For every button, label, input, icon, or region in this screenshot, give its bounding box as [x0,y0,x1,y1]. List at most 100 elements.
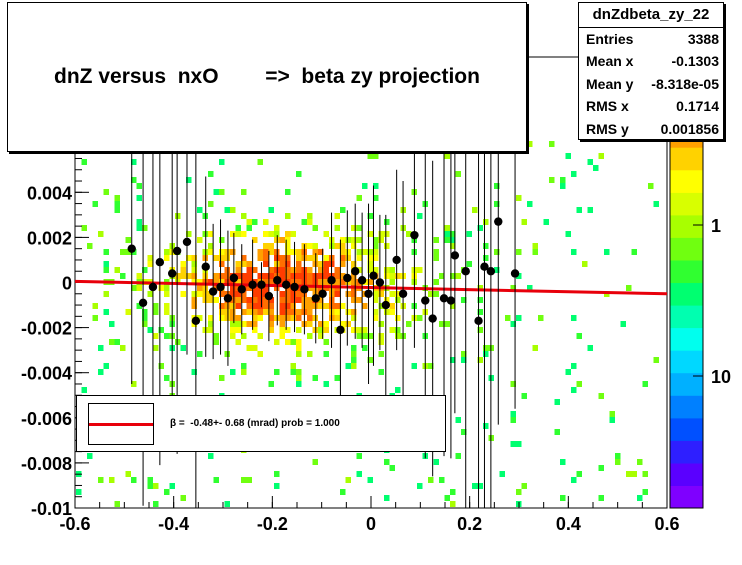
profile-point [191,316,201,326]
histogram-cell [125,309,131,315]
histogram-cell [246,225,252,231]
histogram-cell [384,267,390,273]
profile-point [343,273,352,283]
histogram-cell [351,351,357,357]
histogram-cell [224,207,230,213]
histogram-cell [323,279,329,285]
histogram-cell [439,321,445,327]
histogram-cell [356,471,362,477]
histogram-cell [307,315,313,321]
histogram-cell [279,303,285,309]
histogram-cell [136,219,142,225]
histogram-cell [219,375,225,381]
histogram-cell [593,165,599,171]
histogram-cell [279,327,285,333]
histogram-cell [461,297,467,303]
histogram-cell [164,489,170,495]
histogram-cell [307,351,313,357]
histogram-cell [389,327,395,333]
palette-swatch [670,282,703,306]
histogram-cell [257,249,263,255]
histogram-cell [516,273,522,279]
histogram-cell [235,315,241,321]
histogram-cell [230,333,236,339]
histogram-cell [274,255,280,261]
histogram-cell [439,273,445,279]
histogram-cell [301,219,307,225]
histogram-cell [296,279,302,285]
histogram-cell [103,249,109,255]
stats-key: RMS y [586,120,629,137]
histogram-cell [521,219,527,225]
histogram-cell [444,153,450,159]
histogram-cell [279,291,285,297]
histogram-cell [235,261,241,267]
histogram-cell [565,231,571,237]
histogram-cell [241,273,247,279]
histogram-cell [219,309,225,315]
histogram-cell [582,261,588,267]
profile-point [300,285,309,294]
histogram-cell [241,309,247,315]
histogram-cell [285,297,291,303]
palette-label: 1 [711,216,721,236]
histogram-cell [494,201,500,207]
histogram-cell [356,267,362,273]
histogram-cell [296,351,302,357]
profile-point [281,280,291,289]
histogram-cell [142,225,148,231]
histogram-cell [323,255,329,261]
histogram-cell [576,207,582,213]
histogram-cell [230,315,236,321]
histogram-cell [191,273,197,279]
histogram-cell [263,255,269,261]
histogram-cell [87,243,93,249]
histogram-cell [191,261,197,267]
histogram-cell [549,141,555,147]
histogram-cell [103,363,109,369]
histogram-cell [323,339,329,345]
profile-point [421,296,430,305]
histogram-cell [114,195,120,201]
histogram-cell [153,303,159,309]
profile-point [257,280,266,289]
histogram-cell [406,321,412,327]
histogram-cell [224,255,230,261]
histogram-cell [444,231,450,237]
histogram-cell [230,207,236,213]
histogram-cell [367,261,373,267]
histogram-cell [147,327,153,333]
histogram-cell [318,303,324,309]
histogram-cell [180,345,186,351]
histogram-cell [340,279,346,285]
histogram-cell [219,159,225,165]
histogram-cell [340,249,346,255]
stats-key: Mean x [586,53,634,70]
histogram-cell [307,285,313,291]
histogram-cell [241,279,247,285]
stats-value: -8.318e-05 [651,75,719,92]
histogram-cell [334,315,340,321]
histogram-cell [285,231,291,237]
histogram-cell [230,369,236,375]
histogram-cell [103,261,109,267]
histogram-cell [521,393,527,399]
histogram-cell [114,501,120,507]
profile-point [182,237,192,247]
histogram-cell [340,255,346,261]
histogram-cell [120,249,126,255]
histogram-cell [384,297,390,303]
histogram-cell [279,309,285,315]
stats-box: dnZdbeta_zy_22 Entries 3388 Mean x -0.13… [578,2,724,140]
profile-point [223,294,233,303]
histogram-cell [554,429,560,435]
histogram-cell [274,225,280,231]
histogram-cell [626,471,632,477]
histogram-cell [483,243,489,249]
histogram-cell [252,267,258,273]
histogram-cell [312,459,318,465]
histogram-cell [268,243,274,249]
histogram-cell [455,171,461,177]
histogram-cell [241,291,247,297]
histogram-cell [307,297,313,303]
